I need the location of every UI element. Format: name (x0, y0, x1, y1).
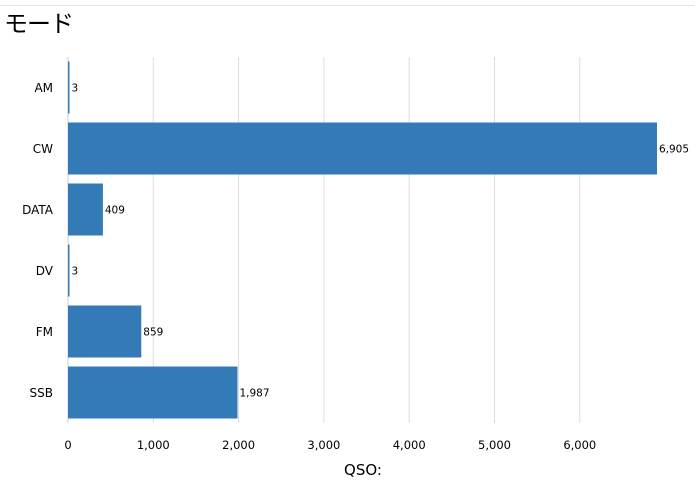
y-tick-label-cw: CW (33, 142, 53, 156)
bars (68, 61, 657, 419)
value-label-am: 3 (72, 83, 79, 95)
x-tick-label: 5,000 (478, 438, 511, 452)
value-label-fm: 859 (143, 327, 163, 339)
bar-dv[interactable] (68, 244, 70, 297)
x-tick-label: 4,000 (393, 438, 426, 452)
x-tick-label: 0 (64, 438, 71, 452)
y-tick-label-fm: FM (36, 325, 53, 339)
value-label-data: 409 (105, 205, 125, 217)
y-tick-label-dv: DV (36, 264, 54, 278)
grid-lines (67, 57, 581, 423)
bar-ssb[interactable] (68, 366, 238, 419)
y-tick-labels: AM CW DATA DV FM SSB (22, 81, 54, 400)
value-labels: 3 6,905 409 3 859 1,987 (72, 83, 690, 400)
value-label-dv: 3 (72, 266, 79, 278)
x-tick-label: 1,000 (137, 438, 170, 452)
y-tick-label-am: AM (34, 81, 53, 95)
bar-am[interactable] (68, 61, 70, 114)
y-tick-label-ssb: SSB (30, 386, 53, 400)
x-axis-title: QSO: (344, 461, 382, 479)
x-tick-labels: 0 1,000 2,000 3,000 4,000 5,000 6,000 (64, 438, 596, 452)
x-tick-label: 3,000 (307, 438, 340, 452)
value-label-cw: 6,905 (659, 144, 689, 156)
x-tick-label: 2,000 (222, 438, 255, 452)
bar-cw[interactable] (68, 122, 657, 175)
value-label-ssb: 1,987 (239, 388, 269, 400)
page-title: モード (4, 10, 74, 38)
y-tick-label-data: DATA (22, 203, 54, 217)
bar-data[interactable] (68, 183, 103, 236)
x-tick-label: 6,000 (563, 438, 596, 452)
top-divider (0, 5, 695, 6)
bar-fm[interactable] (68, 305, 142, 358)
